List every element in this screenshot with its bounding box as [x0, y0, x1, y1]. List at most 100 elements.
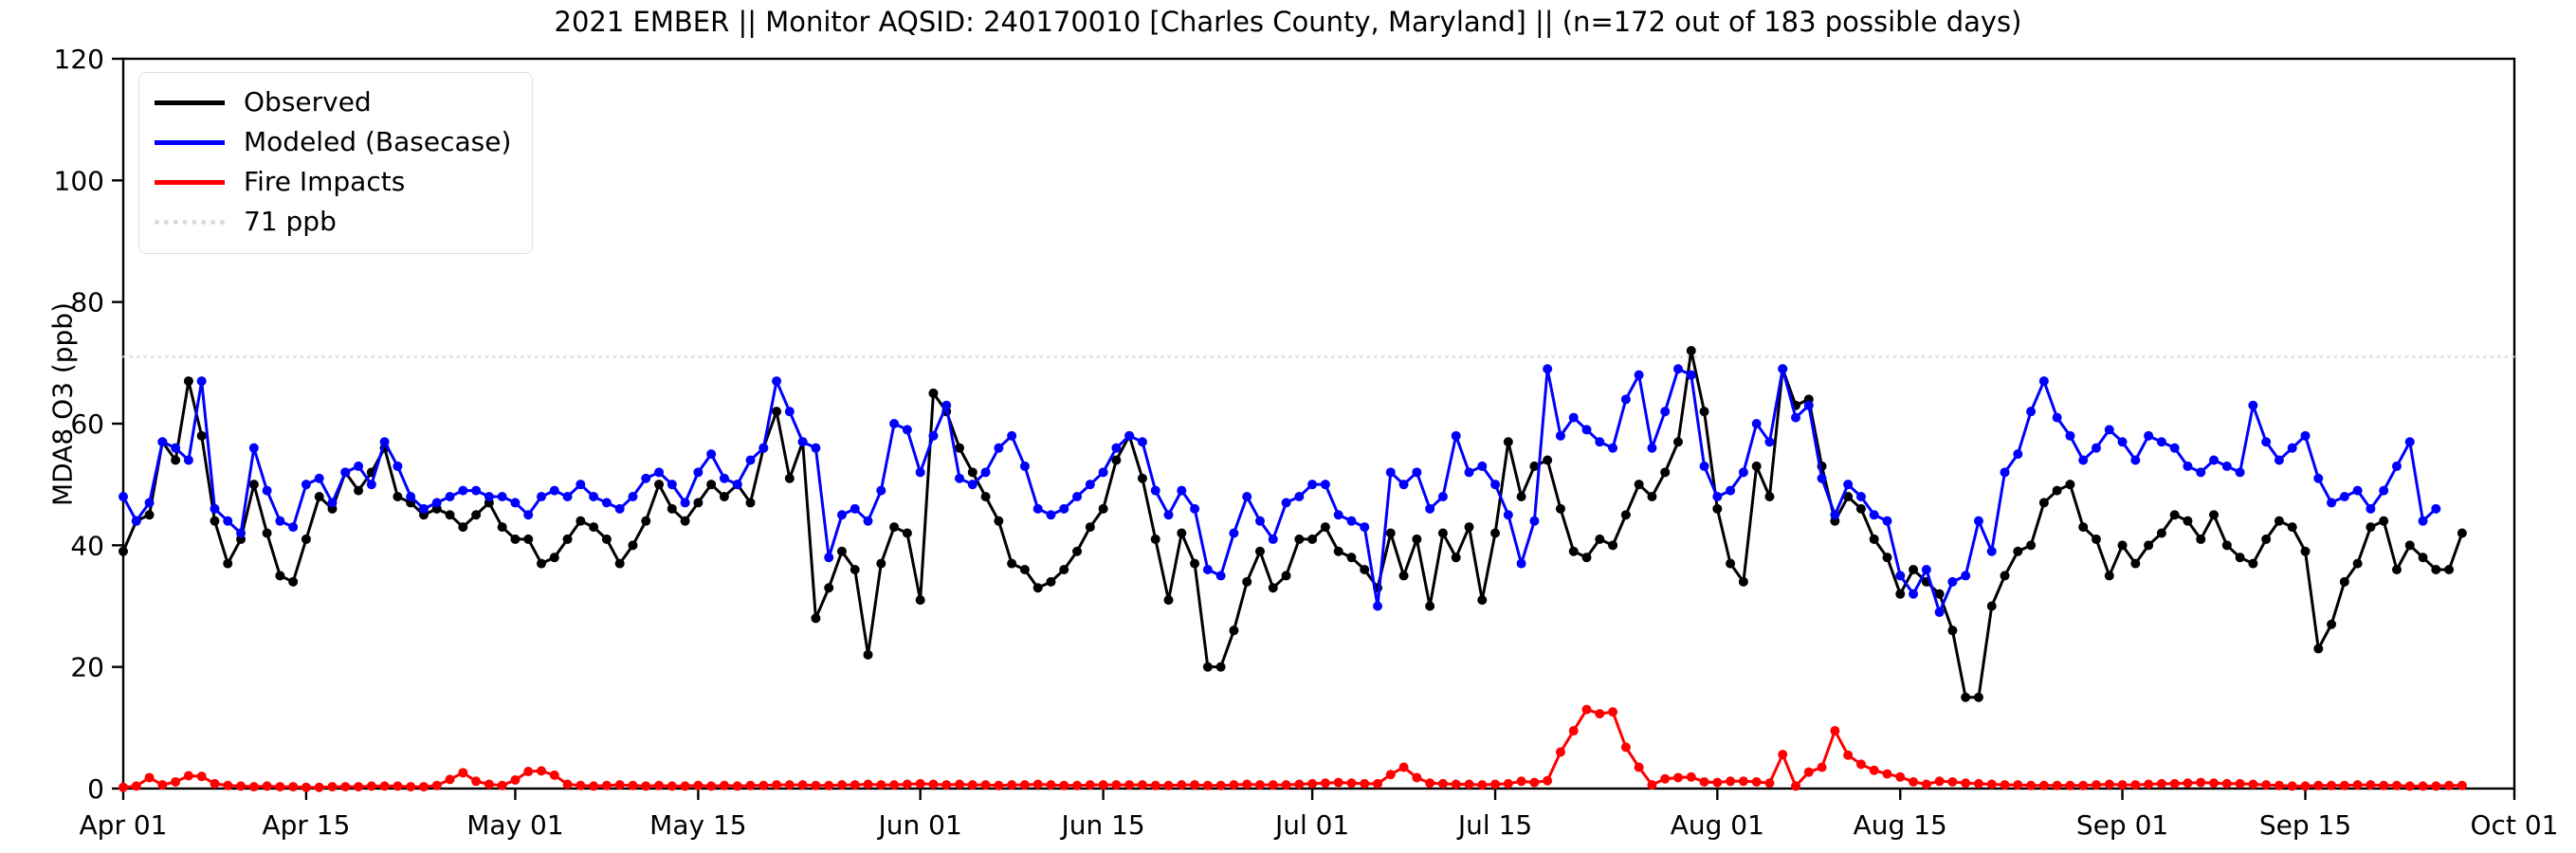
data-point: [2431, 781, 2441, 791]
y-tick-label: 40: [70, 530, 104, 561]
data-point: [2038, 376, 2049, 387]
data-point: [1529, 461, 1540, 471]
data-point: [863, 649, 873, 660]
data-point: [1817, 473, 1827, 483]
data-point: [889, 780, 900, 790]
data-point: [2065, 780, 2075, 790]
data-point: [144, 498, 155, 508]
data-point: [171, 455, 181, 465]
data-point: [1882, 769, 1892, 779]
data-point: [719, 780, 729, 790]
data-point: [824, 583, 834, 593]
data-point: [1895, 771, 1906, 782]
y-tick-label: 0: [87, 773, 104, 805]
data-point: [471, 510, 482, 520]
data-point: [2221, 540, 2232, 551]
data-point: [601, 534, 612, 544]
data-point: [2274, 780, 2284, 790]
data-point: [1712, 503, 1723, 514]
legend-item[interactable]: Modeled (Basecase): [155, 122, 511, 162]
data-point: [301, 782, 311, 792]
data-point: [1215, 571, 1226, 581]
data-point: [2209, 455, 2220, 465]
data-point: [340, 467, 351, 478]
data-point: [980, 467, 991, 478]
data-point: [1608, 443, 1618, 453]
y-tick-label: 20: [70, 652, 104, 683]
series-line: [121, 708, 2464, 789]
x-tick-label: Jul 15: [1456, 809, 1532, 841]
data-point: [1425, 778, 1435, 789]
data-point: [1764, 778, 1775, 789]
x-tick-label: May 01: [466, 809, 563, 841]
x-tick-label: Aug 15: [1854, 809, 1947, 841]
data-point: [1137, 437, 1147, 447]
data-point: [2104, 571, 2114, 581]
data-point: [1803, 400, 1814, 410]
data-point: [327, 782, 338, 792]
data-point: [2169, 443, 2180, 453]
legend-item[interactable]: Observed: [155, 82, 511, 122]
legend-label: Observed: [244, 86, 372, 118]
data-point: [589, 492, 599, 501]
data-point: [2274, 516, 2284, 526]
y-tick-label: 80: [70, 287, 104, 318]
data-point: [2391, 780, 2402, 790]
data-point: [589, 522, 599, 533]
data-point: [915, 595, 925, 606]
data-point: [484, 779, 494, 789]
data-point: [2156, 528, 2166, 538]
data-point: [745, 780, 756, 790]
data-point: [2183, 516, 2193, 526]
data-point: [2130, 455, 2141, 465]
data-point: [1568, 726, 1579, 736]
data-point: [1568, 546, 1579, 556]
data-point: [223, 780, 233, 790]
data-point: [1660, 773, 1671, 784]
x-tick-label: Oct 01: [2471, 809, 2559, 841]
data-point: [196, 376, 207, 387]
data-point: [915, 778, 925, 789]
data-point: [745, 498, 756, 508]
data-point: [589, 781, 599, 791]
data-point: [1137, 473, 1147, 483]
data-point: [2000, 780, 2010, 790]
data-point: [2352, 485, 2363, 496]
data-point: [275, 782, 285, 792]
data-point: [2078, 522, 2089, 533]
data-point: [706, 480, 717, 490]
data-point: [667, 503, 677, 514]
data-point: [928, 430, 939, 441]
data-point: [2379, 516, 2389, 526]
y-tick-label: 120: [54, 44, 104, 75]
data-point: [131, 516, 141, 526]
data-point: [275, 516, 285, 526]
data-point: [1869, 510, 1879, 520]
data-point: [2457, 528, 2467, 538]
data-point: [1032, 779, 1043, 789]
data-point: [1647, 492, 1657, 501]
data-point: [2130, 558, 2141, 569]
data-point: [2209, 510, 2220, 520]
data-point: [2261, 534, 2272, 544]
data-point: [863, 779, 873, 789]
legend-item[interactable]: 71 ppb: [155, 202, 511, 242]
chart-title: 2021 EMBER || Monitor AQSID: 240170010 […: [554, 6, 2022, 38]
data-point: [1543, 775, 1553, 786]
data-point: [314, 782, 324, 792]
data-point: [510, 534, 521, 544]
data-point: [262, 781, 272, 791]
legend-item[interactable]: Fire Impacts: [155, 162, 511, 202]
data-point: [941, 400, 952, 410]
x-tick-label: Aug 01: [1671, 809, 1764, 841]
data-point: [484, 492, 494, 501]
data-point: [262, 528, 272, 538]
data-point: [2300, 546, 2311, 556]
data-point: [1150, 485, 1160, 496]
data-point: [1764, 437, 1775, 447]
data-point: [1360, 522, 1370, 533]
data-point: [680, 781, 690, 791]
data-point: [1751, 776, 1762, 787]
data-point: [1921, 565, 1931, 574]
